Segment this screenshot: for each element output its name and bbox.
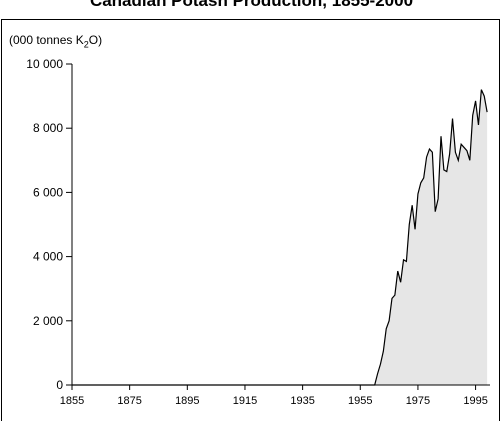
y-tick-label: 8 000: [33, 121, 63, 135]
y-axis-unit-label: (000 tonnes K2O): [9, 33, 102, 49]
x-tick-label: 1975: [406, 395, 430, 407]
x-tick-label: 1935: [290, 395, 314, 407]
x-tick-label: 1875: [117, 395, 141, 407]
x-tick-label: 1915: [233, 395, 257, 407]
y-axis-unit-subscript: 2: [83, 39, 89, 50]
x-tick-label: 1995: [463, 395, 487, 407]
x-tick-label: 1855: [60, 395, 84, 407]
y-axis-unit-prefix: (000 tonnes K: [9, 33, 84, 47]
production-series-line: [72, 89, 488, 386]
y-tick-label: 0: [56, 378, 63, 392]
y-tick-label: 6 000: [33, 185, 63, 199]
production-area-fill: [72, 89, 488, 386]
chart-title: Canadian Potash Production, 1855-2000: [89, 0, 414, 10]
x-tick-label: 1895: [175, 395, 199, 407]
y-tick-label: 2 000: [33, 314, 63, 328]
x-tick-label: 1955: [348, 395, 372, 407]
y-tick-label: 10 000: [26, 57, 63, 71]
chart-frame: [1, 19, 500, 421]
y-axis-unit-suffix: O): [88, 33, 103, 47]
y-tick-label: 4 000: [33, 250, 63, 264]
